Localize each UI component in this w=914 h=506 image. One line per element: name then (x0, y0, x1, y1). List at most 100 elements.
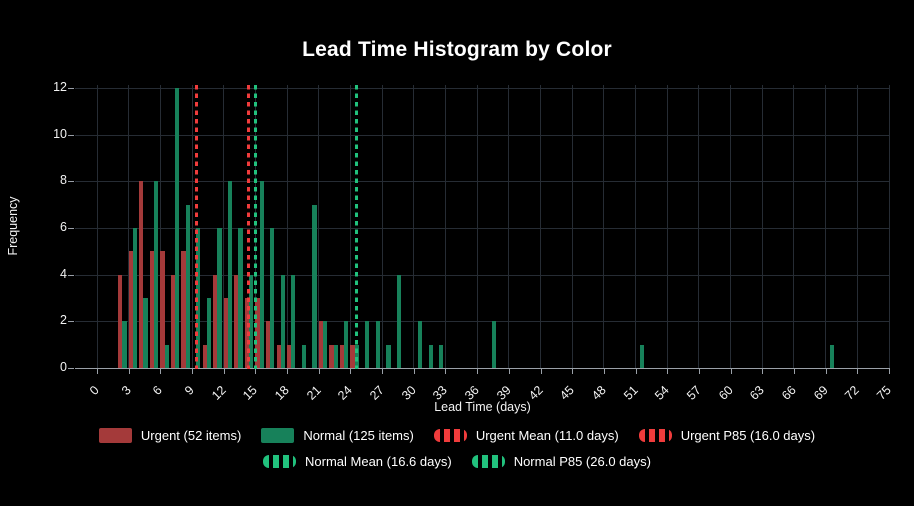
bar-normal (322, 321, 328, 368)
legend-label: Urgent (52 items) (140, 428, 242, 443)
bar-normal (164, 344, 169, 368)
x-tick-mark (128, 369, 130, 374)
x-tick-mark (667, 369, 669, 374)
bar-normal (196, 228, 201, 368)
x-tick-mark (192, 369, 194, 374)
bar-urgent (118, 274, 123, 368)
x-tick-mark (255, 369, 257, 374)
bar-urgent (265, 321, 271, 368)
legend-label: Normal Mean (16.6 days) (305, 454, 452, 469)
x-gridline (540, 85, 542, 369)
bar-normal (396, 274, 402, 368)
x-gridline (476, 85, 478, 369)
bar-normal (344, 321, 349, 368)
urgent-p85-line (246, 85, 250, 369)
y-tick-label: 2 (60, 313, 67, 328)
x-gridline (349, 85, 351, 369)
x-gridline (571, 85, 573, 369)
x-gridline (223, 85, 225, 369)
x-tick-mark (223, 369, 225, 374)
x-gridline (444, 85, 446, 369)
y-gridline (75, 321, 890, 323)
bar-normal (122, 321, 127, 368)
x-tick-mark (572, 369, 574, 374)
x-tick-mark (350, 369, 352, 374)
legend-dashed-line-swatch (433, 429, 467, 442)
bar-normal (227, 181, 233, 368)
y-gridline (75, 274, 890, 276)
bar-normal (333, 344, 338, 368)
x-tick-mark (857, 369, 859, 374)
bar-urgent (350, 344, 355, 368)
legend-color-swatch (261, 428, 295, 443)
x-gridline (635, 85, 637, 369)
bar-urgent (234, 274, 239, 368)
legend-dashed-line-swatch (471, 455, 505, 468)
bar-normal (312, 204, 317, 368)
y-tick-mark (68, 321, 74, 323)
x-gridline (318, 85, 320, 369)
y-gridline (75, 228, 890, 229)
y-gridline (75, 134, 890, 136)
bar-normal (132, 228, 138, 368)
bar-normal (154, 181, 159, 368)
x-axis-label: Lead Time (days) (434, 400, 531, 414)
x-gridline (413, 85, 415, 369)
bar-urgent (223, 298, 228, 368)
bar-urgent (339, 344, 345, 368)
bar-urgent (149, 251, 154, 368)
x-gridline (508, 85, 510, 369)
x-gridline (761, 85, 763, 369)
bar-urgent (128, 251, 133, 368)
bar-normal (491, 321, 497, 368)
bar-urgent (213, 274, 218, 368)
bar-urgent (329, 344, 334, 368)
y-tick-mark (68, 228, 74, 229)
x-gridline (286, 85, 288, 369)
y-tick-mark (68, 368, 74, 369)
x-tick-mark (730, 369, 732, 374)
bar-normal (217, 228, 222, 368)
x-tick-mark (635, 369, 637, 374)
bar-normal (386, 344, 391, 368)
bar-normal (639, 344, 644, 368)
y-tick-label: 0 (60, 360, 67, 374)
y-tick-mark (68, 181, 74, 183)
bar-normal (365, 321, 370, 368)
legend-label: Urgent Mean (11.0 days) (475, 428, 619, 443)
x-tick-mark (603, 369, 605, 374)
bar-normal (238, 228, 243, 368)
x-gridline (128, 85, 130, 369)
x-gridline (603, 85, 605, 369)
bar-urgent (318, 321, 323, 368)
normal-p85-line (354, 85, 358, 369)
x-tick-mark (825, 369, 827, 374)
x-gridline (856, 85, 858, 369)
y-tick-label: 12 (53, 80, 67, 94)
bar-normal (249, 274, 254, 368)
x-axis-line (75, 368, 890, 369)
x-tick-mark (762, 369, 764, 374)
x-tick-mark (508, 369, 510, 374)
bar-urgent (139, 181, 144, 368)
x-tick-mark (413, 369, 415, 374)
legend-item: Normal Mean (16.6 days) (263, 454, 452, 469)
bar-normal (428, 344, 433, 368)
legend-dashed-line-swatch (263, 455, 297, 468)
bar-normal (829, 344, 835, 368)
y-tick-mark (68, 88, 74, 89)
x-tick-mark (889, 369, 890, 374)
x-gridline (381, 85, 383, 369)
y-tick-label: 6 (60, 220, 67, 234)
y-tick-label: 10 (53, 126, 67, 141)
bar-urgent (181, 251, 186, 368)
legend-color-swatch (98, 428, 132, 443)
bar-normal (259, 181, 264, 368)
x-tick-mark (540, 369, 542, 374)
bar-urgent (160, 251, 165, 368)
legend-item: Urgent P85 (16.0 days) (638, 428, 815, 443)
x-tick-mark (97, 369, 98, 374)
legend-label: Normal P85 (26.0 days) (513, 454, 651, 469)
